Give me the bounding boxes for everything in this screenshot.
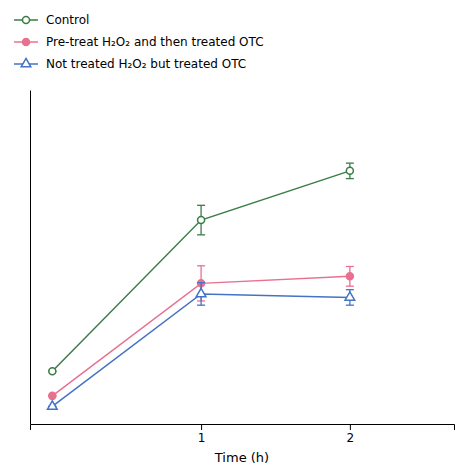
legend-item: Pre-treat H₂O₂ and then treated OTC [14, 35, 264, 49]
error-bar [346, 290, 354, 305]
series [48, 266, 354, 400]
marks [48, 163, 355, 409]
error-bar-cap [346, 266, 354, 267]
point [49, 368, 56, 375]
legend: Control Pre-treat H₂O₂ and then treated O… [14, 13, 264, 71]
error-bar-cap [197, 205, 205, 206]
series [48, 283, 355, 410]
error-bar-cap [197, 234, 205, 235]
point [49, 392, 56, 399]
legend-label: Control [46, 13, 89, 27]
point [345, 292, 355, 300]
error-bar-cap [197, 282, 205, 283]
legend-item: Not treated H₂O₂ but treated OTC [14, 57, 246, 71]
error-bar-cap [346, 178, 354, 179]
legend-item: Control [14, 13, 89, 27]
line [52, 294, 350, 407]
error-bar [346, 163, 354, 178]
error-bar [197, 283, 205, 306]
legend-label: Pre-treat H₂O₂ and then treated OTC [46, 35, 264, 49]
legend-label: Not treated H₂O₂ but treated OTC [46, 57, 246, 71]
legend-marker [23, 17, 30, 24]
point [48, 401, 58, 409]
error-bar [197, 205, 205, 235]
x-tick-mark [350, 424, 351, 430]
series [48, 163, 354, 375]
chart: 12Time (h)ControlPre-treat H₂O₂ and then… [0, 0, 474, 474]
point [196, 288, 206, 296]
x-tick-mark [201, 424, 202, 430]
legend-marker [23, 39, 30, 46]
line [52, 276, 350, 396]
x-axis: 12 [31, 424, 455, 445]
y-axis-line [30, 91, 31, 425]
line [52, 171, 350, 371]
point [346, 167, 353, 174]
error-bar-cap [197, 265, 205, 266]
plot: 12Time (h) [31, 91, 455, 466]
x-tick: 2 [347, 424, 355, 445]
y-axis [30, 91, 31, 425]
error-bar-cap [346, 162, 354, 163]
error-bar-cap [346, 289, 354, 290]
error-bar-cap [197, 305, 205, 306]
error-bar-cap [346, 286, 354, 287]
error-bar-cap [346, 305, 354, 306]
legend-marker [21, 58, 31, 66]
x-tick-label: 2 [347, 431, 355, 445]
point [198, 217, 205, 224]
x-axis-line [31, 425, 455, 431]
x-tick: 1 [198, 424, 206, 445]
x-axis-title: Time (h) [214, 450, 269, 465]
x-tick-label: 1 [198, 431, 206, 445]
point [346, 273, 353, 280]
error-bar [346, 266, 354, 286]
